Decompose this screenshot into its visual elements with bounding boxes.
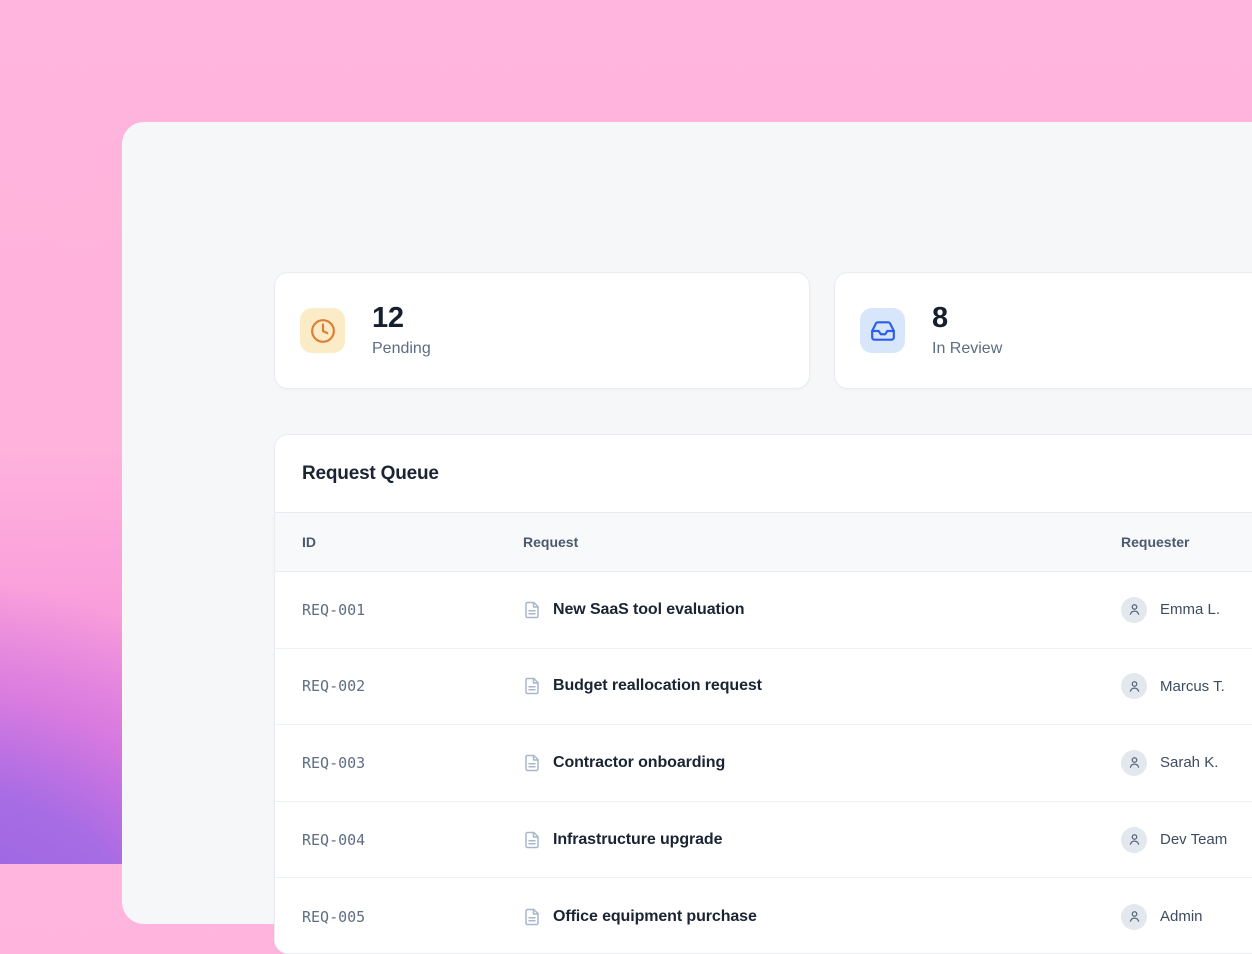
requester-name: Dev Team: [1160, 831, 1228, 849]
user-avatar-icon: [1121, 826, 1147, 853]
requester-cell: Marcus T.: [1121, 673, 1252, 700]
requester-cell: Admin: [1121, 903, 1252, 930]
clock-icon: [300, 308, 345, 353]
file-text-icon: [523, 601, 541, 619]
in-review-count: 8: [932, 302, 948, 335]
request-id: REQ-004: [302, 830, 366, 849]
request-title: Office equipment purchase: [553, 907, 757, 925]
user-avatar-icon: [1121, 673, 1147, 700]
requester-name: Emma L.: [1160, 601, 1221, 619]
table-title-row: Request Queue: [275, 435, 1252, 513]
request-title: Contractor onboarding: [553, 753, 726, 771]
stat-card-pending: 12 Pending: [274, 272, 810, 389]
file-text-icon: [523, 908, 541, 926]
requester-cell: Emma L.: [1121, 596, 1252, 623]
request-title: New SaaS tool evaluation: [553, 600, 745, 618]
requester-name: Admin: [1160, 908, 1203, 926]
requester-cell: Sarah K.: [1121, 749, 1252, 776]
table-title: Request Queue: [302, 462, 439, 484]
request-cell: Budget reallocation request: [523, 677, 1121, 695]
user-avatar-icon: [1121, 903, 1147, 930]
table-header-row: ID Request Requester: [275, 513, 1252, 572]
request-id: REQ-001: [302, 600, 366, 619]
stat-card-in-review: 8 In Review: [834, 272, 1252, 389]
request-queue-card: Request Queue ID Request Requester REQ-0…: [274, 434, 1252, 954]
main-panel: 12 Pending 8 In Review Request Queue ID …: [122, 122, 1252, 954]
in-review-label: In Review: [932, 339, 1003, 357]
table-row[interactable]: REQ-004 Infrastructure upgrade: [275, 802, 1252, 879]
request-cell: Infrastructure upgrade: [523, 831, 1121, 849]
request-cell: New SaaS tool evaluation: [523, 601, 1121, 619]
requester-name: Sarah K.: [1160, 754, 1219, 772]
pending-label: Pending: [372, 339, 431, 357]
requester-name: Marcus T.: [1160, 677, 1225, 695]
file-text-icon: [523, 831, 541, 849]
pending-count: 12: [372, 302, 404, 335]
inbox-icon: [860, 308, 905, 353]
request-cell: Contractor onboarding: [523, 754, 1121, 772]
request-cell: Office equipment purchase: [523, 908, 1121, 926]
request-title: Infrastructure upgrade: [553, 830, 723, 848]
request-id: REQ-003: [302, 753, 366, 772]
column-header-request: Request: [523, 534, 579, 550]
user-avatar-icon: [1121, 596, 1147, 623]
column-header-requester: Requester: [1121, 534, 1190, 550]
user-avatar-icon: [1121, 749, 1147, 776]
table-row[interactable]: REQ-002 Budget reallocation request: [275, 649, 1252, 726]
column-header-id: ID: [302, 534, 316, 550]
table-row[interactable]: REQ-005 Office equipment purchase: [275, 878, 1252, 953]
table-row[interactable]: REQ-001 New SaaS tool evaluation: [275, 572, 1252, 649]
request-id: REQ-002: [302, 677, 366, 696]
table-row[interactable]: REQ-003 Contractor onboarding: [275, 725, 1252, 802]
file-text-icon: [523, 754, 541, 772]
request-id: REQ-005: [302, 907, 366, 926]
requester-cell: Dev Team: [1121, 826, 1252, 853]
file-text-icon: [523, 677, 541, 695]
request-title: Budget reallocation request: [553, 677, 762, 695]
